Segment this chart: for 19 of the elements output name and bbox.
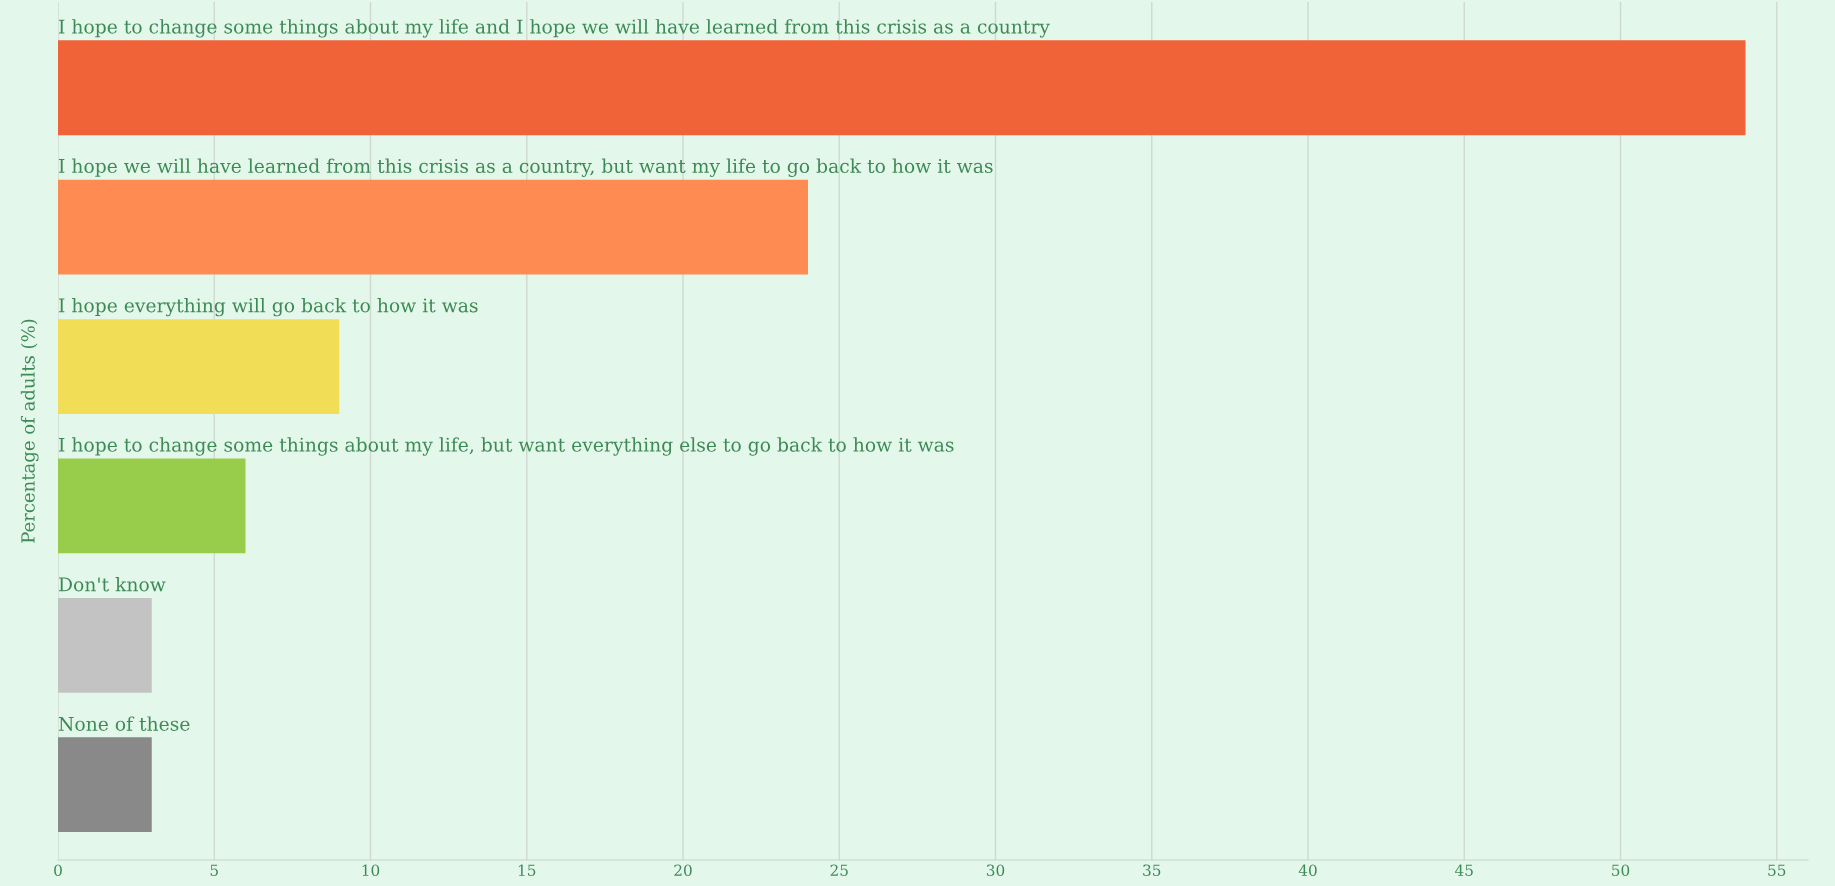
x-tick-label: 10: [362, 864, 380, 876]
y-tick-label: None of these: [58, 716, 190, 731]
x-tick-label: 15: [518, 864, 536, 876]
x-tick-label: 5: [210, 864, 218, 876]
y-tick-label: I hope we will have learned from this crisis as a country, but want my life to go back to how it was: [59, 158, 993, 177]
x-tick-label: 35: [1143, 864, 1161, 876]
x-tick-label: 25: [830, 864, 848, 876]
x-tick-label: 40: [1298, 864, 1317, 876]
x-tick-label: 55: [1768, 864, 1786, 876]
x-tick-label: 30: [986, 864, 1005, 876]
x-tick-label: 0: [54, 864, 62, 876]
x-tick-label: 45: [1455, 864, 1473, 876]
y-tick-label: Don't know: [59, 577, 166, 592]
y-tick-label: I hope to change some things about my life and I hope we will have learned from this crisis as a country: [59, 19, 1050, 38]
y-axis-title: Percentage of adults (%): [20, 319, 39, 543]
y-tick-label: I hope everything will go back to how it was: [59, 297, 478, 317]
x-tick-label: 50: [1612, 864, 1630, 876]
x-tick-label: 20: [674, 864, 692, 876]
y-tick-label: I hope to change some things about my life, but want everything else to go back to how it was: [59, 437, 954, 456]
